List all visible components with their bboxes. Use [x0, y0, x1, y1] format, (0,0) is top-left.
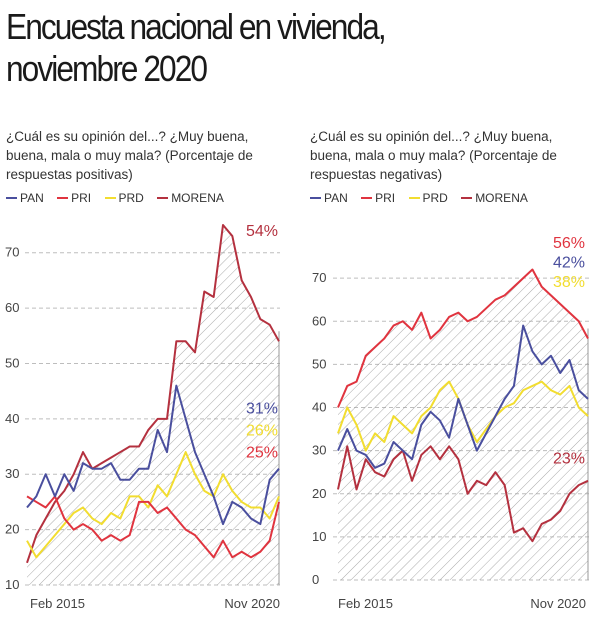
end-label-morena: 23% — [553, 451, 585, 468]
x-tick-label: Nov 2020 — [530, 596, 586, 611]
end-label-pri: 25% — [246, 445, 278, 462]
series-line-prd — [26, 451, 280, 559]
shaded-area — [338, 269, 588, 580]
legend-label-morena: MORENA — [475, 191, 528, 205]
series-line-pan — [337, 324, 589, 469]
chart-panel-2: 0 10 20 30 40 50 60 70 56% 42% 38% 23% Feb 2015 Nov 2… — [312, 235, 590, 611]
legend-item-pri: PRI — [57, 191, 91, 205]
y-tick-label: 50 — [312, 356, 326, 371]
left-legend: PAN PRI PRD MORENA — [6, 191, 234, 205]
y-tick-label: 40 — [312, 400, 326, 415]
legend-swatch-prd — [104, 196, 116, 199]
legend-item-pan: PAN — [6, 191, 44, 205]
left-chart-question: ¿Cuál es su opinión del...? ¿Muy buena, … — [6, 129, 253, 182]
y-tick-label: 60 — [312, 313, 326, 328]
y-tick-label: 20 — [312, 486, 326, 501]
legend-swatch-pan — [6, 196, 17, 199]
legend-item-pan: PAN — [310, 191, 348, 205]
y-tick-label: 20 — [5, 522, 19, 537]
end-label-pan: 31% — [246, 400, 278, 417]
x-tick-label: Feb 2015 — [338, 596, 393, 611]
y-tick-label: 50 — [5, 355, 19, 370]
series-line-morena — [337, 445, 589, 543]
legend-swatch-pri — [57, 196, 69, 199]
right-legend: PAN PRI PRD MORENA — [310, 191, 538, 205]
title-line-2: noviembre 2020 — [6, 48, 208, 89]
series-line-pri — [337, 268, 589, 408]
legend-swatch-morena — [461, 196, 473, 199]
legend-label-pan: PAN — [20, 191, 44, 205]
y-tick-label: 0 — [312, 572, 319, 587]
series-line-pan — [26, 384, 280, 526]
legend-item-morena: MORENA — [461, 191, 528, 205]
chart-panel-1: 10 20 30 40 50 60 70 54% 31% 26% 25% Feb 2015 Nov 20… — [5, 223, 280, 611]
legend-swatch-morena — [157, 196, 169, 199]
x-tick-label: Feb 2015 — [30, 596, 85, 611]
legend-label-pri: PRI — [375, 191, 396, 205]
shaded-area — [27, 225, 279, 585]
y-tick-label: 70 — [5, 245, 19, 260]
y-tick-label: 70 — [312, 270, 326, 285]
end-label-morena: 54% — [246, 223, 278, 240]
legend-item-morena: MORENA — [157, 191, 224, 205]
legend-label-pri: PRI — [71, 191, 92, 205]
legend-label-prd: PRD — [118, 191, 144, 205]
page-title: Encuesta nacional en vivienda, noviembre… — [6, 6, 516, 90]
legend-swatch-pan — [310, 196, 321, 199]
legend-item-pri: PRI — [361, 191, 395, 205]
y-tick-label: 30 — [5, 466, 19, 481]
y-tick-label: 30 — [312, 443, 326, 458]
y-tick-label: 10 — [5, 577, 19, 592]
legend-swatch-prd — [408, 196, 420, 199]
legend-label-pan: PAN — [324, 191, 348, 205]
end-label-prd: 26% — [246, 422, 278, 439]
legend-swatch-pri — [361, 196, 373, 199]
end-label-pan: 42% — [553, 254, 585, 271]
y-tick-label: 60 — [5, 300, 19, 315]
title-line-1: Encuesta nacional en vivienda, — [6, 6, 387, 47]
y-tick-label: 10 — [312, 529, 326, 544]
x-tick-label: Nov 2020 — [224, 596, 280, 611]
end-label-prd: 38% — [553, 274, 585, 291]
y-tick-label: 40 — [5, 411, 19, 426]
legend-label-morena: MORENA — [171, 191, 224, 205]
legend-item-prd: PRD — [104, 191, 144, 205]
legend-item-prd: PRD — [408, 191, 448, 205]
legend-label-prd: PRD — [422, 191, 448, 205]
right-chart-question: ¿Cuál es su opinión del...? ¿Muy buena, … — [310, 129, 557, 182]
end-label-pri: 56% — [553, 235, 585, 252]
series-line-pri — [26, 495, 280, 559]
